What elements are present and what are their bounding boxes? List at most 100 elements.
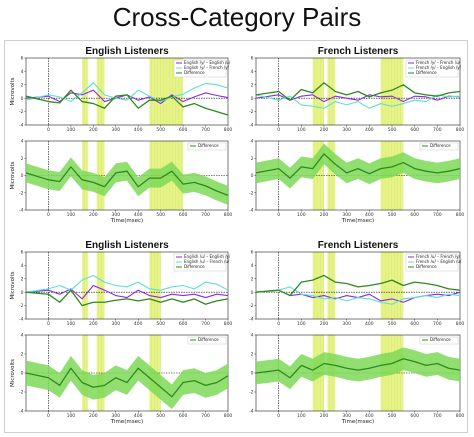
highlight-region: [312, 141, 324, 210]
x-tick-label: 200: [89, 413, 98, 419]
highlight-region: [312, 252, 324, 319]
x-tick-label: 400: [365, 127, 374, 133]
series-line: [255, 274, 461, 297]
x-tick-label: 400: [134, 127, 143, 133]
x-tick-label: 800: [224, 413, 233, 419]
x-tick-label: 100: [67, 127, 76, 133]
legend-label: Difference: [416, 70, 437, 75]
x-tick-label: 200: [89, 212, 98, 218]
legend-label: English /u/ – English /y/: [184, 254, 231, 259]
legend-label: French /y/ – English /y/: [416, 65, 462, 70]
x-tick-label: 300: [342, 212, 351, 218]
figure-frame: [4, 40, 468, 433]
x-tick-label: 100: [297, 212, 306, 218]
chart-french-lower-1: 0 100 200 300 400 500 600 700 800 -4 -2 0 2 4 Time(mse…: [249, 139, 464, 224]
x-tick-label: 0: [277, 212, 280, 218]
x-tick-label: 200: [320, 413, 329, 419]
legend-label: French /y/ – French /u/: [416, 60, 461, 65]
x-tick-label: 300: [111, 321, 120, 327]
plot-frame: [25, 57, 229, 126]
y-tick-label: 0: [251, 173, 254, 179]
y-tick-label: 4: [21, 69, 24, 75]
x-tick-label: 600: [179, 127, 188, 133]
legend-label: English /u/ – French /u/: [184, 259, 230, 264]
x-axis-label: Time(msec): [110, 218, 143, 224]
chart-english-upper-2: English Listeners 0 100 200 300 400 500 600 700 8…: [10, 240, 232, 327]
legend-box: [173, 253, 227, 272]
y-tick-label: 4: [21, 263, 24, 269]
confidence-band: [256, 347, 460, 390]
x-tick-label: 100: [67, 212, 76, 218]
x-tick-label: 500: [156, 212, 165, 218]
x-tick-label: 200: [320, 127, 329, 133]
chart-french-upper-1: French Listeners 0 100 200 300 400 500 600 700 80…: [249, 46, 464, 133]
x-tick-label: 500: [388, 413, 397, 419]
chart-english-upper-1: English Listeners 0 100 200 300 400 500 600 700 8…: [10, 46, 232, 133]
highlight-region: [380, 252, 404, 319]
y-tick-label: -4: [249, 409, 254, 415]
x-axis-label: Time(msec): [341, 218, 374, 224]
chart-english-lower-2: 0 100 200 300 400 500 600 700 800 -4 -2 0 2 4 Time(mse…: [10, 333, 233, 425]
x-tick-label: 200: [89, 321, 98, 327]
series-line: [255, 286, 461, 305]
series-line: [25, 82, 229, 103]
panel-title: French Listeners: [318, 46, 399, 57]
y-tick-label: 0: [21, 371, 24, 377]
y-tick-label: 6: [251, 56, 254, 62]
x-tick-label: 600: [410, 127, 419, 133]
highlight-region: [82, 58, 88, 125]
y-tick-label: 4: [251, 69, 254, 75]
highlight-region: [96, 58, 105, 125]
legend-box: [187, 142, 227, 151]
y-tick-label: -4: [249, 208, 254, 214]
x-tick-label: 700: [433, 212, 442, 218]
x-tick-label: 400: [134, 413, 143, 419]
y-tick-label: 2: [21, 82, 24, 88]
chart-french-lower-2: 0 100 200 300 400 500 600 700 800 -4 -2 0 2 4 Time(mse…: [249, 333, 465, 425]
x-tick-label: 0: [277, 127, 280, 133]
x-tick-label: 300: [342, 321, 351, 327]
x-tick-label: 600: [410, 212, 419, 218]
y-tick-label: -4: [19, 317, 24, 323]
x-tick-label: 0: [277, 321, 280, 327]
x-tick-label: 800: [456, 321, 465, 327]
series-line: [25, 89, 229, 105]
legend-box: [405, 59, 459, 78]
legend-label: English /y/ – French /y/: [184, 65, 230, 70]
y-tick-label: -2: [249, 390, 254, 396]
series-line: [25, 166, 229, 196]
x-tick-label: 600: [410, 413, 419, 419]
x-tick-label: 100: [67, 413, 76, 419]
y-tick-label: 0: [251, 371, 254, 377]
y-tick-label: 4: [21, 333, 24, 339]
legend-box: [419, 142, 459, 151]
x-tick-label: 500: [156, 321, 165, 327]
y-tick-label: -4: [19, 409, 24, 415]
y-tick-label: 2: [21, 156, 24, 162]
y-tick-label: 6: [21, 56, 24, 62]
x-tick-label: 400: [365, 212, 374, 218]
x-tick-label: 700: [201, 413, 210, 419]
x-tick-label: 300: [111, 413, 120, 419]
y-tick-label: 6: [21, 250, 24, 256]
y-axis-label: Microvolts: [10, 359, 16, 387]
legend-label: Difference: [430, 337, 451, 342]
legend-box: [173, 59, 227, 78]
x-tick-label: 800: [456, 413, 465, 419]
legend-label: Difference: [198, 143, 219, 148]
x-tick-label: 100: [297, 127, 306, 133]
y-tick-label: 2: [251, 276, 254, 282]
legend-label: French /u/ – English /u/: [416, 259, 462, 264]
x-tick-label: 500: [156, 413, 165, 419]
x-tick-label: 600: [410, 321, 419, 327]
highlight-region: [82, 252, 88, 319]
x-tick-label: 700: [433, 413, 442, 419]
legend-label: Difference: [184, 70, 205, 75]
confidence-band: [256, 143, 460, 189]
highlight-region: [327, 58, 336, 125]
series-line: [255, 94, 461, 103]
x-tick-label: 300: [342, 413, 351, 419]
x-tick-label: 400: [365, 413, 374, 419]
legend-label: French /u/ – French /y/: [416, 254, 461, 259]
series-line: [25, 367, 229, 398]
